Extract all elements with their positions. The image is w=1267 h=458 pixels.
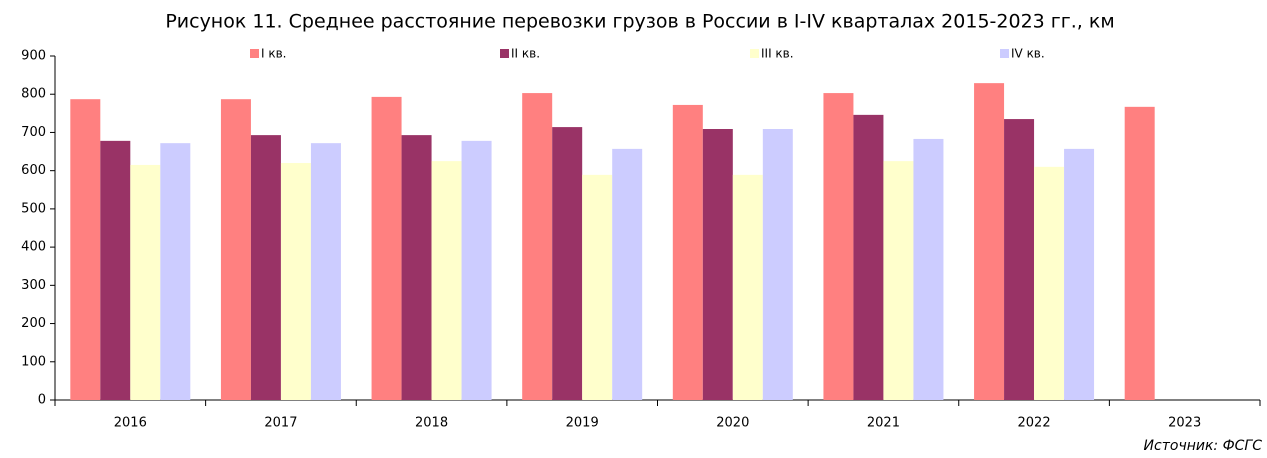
bar (762, 129, 793, 400)
bar (1004, 119, 1035, 401)
bar (1034, 166, 1065, 400)
legend-swatch (750, 49, 759, 58)
x-tick-label: 2017 (264, 416, 297, 431)
bar (401, 135, 432, 400)
bar (672, 104, 703, 401)
bar (853, 114, 884, 401)
bar (160, 143, 191, 400)
legend-swatch (1000, 49, 1009, 58)
bar (883, 161, 914, 400)
x-tick-label: 2018 (415, 416, 448, 431)
y-tick-label: 200 (21, 316, 46, 331)
legend-label: I кв. (261, 47, 287, 61)
bar (732, 174, 763, 400)
bar (130, 164, 161, 400)
bar (823, 93, 854, 400)
y-tick-label: 800 (21, 87, 46, 102)
bar (100, 140, 131, 400)
x-tick-label: 2022 (1018, 416, 1051, 431)
x-tick-label: 2016 (114, 416, 147, 431)
y-tick-label: 900 (21, 49, 46, 64)
bar (310, 143, 341, 400)
x-tick-label: 2021 (867, 416, 900, 431)
bar (1064, 148, 1095, 400)
bar (612, 148, 643, 400)
bar (522, 93, 553, 400)
legend-label: II кв. (511, 47, 540, 61)
y-tick-label: 300 (21, 278, 46, 293)
bar (702, 129, 733, 400)
y-tick-label: 600 (21, 163, 46, 178)
bar (913, 138, 944, 401)
source: Источник: ФСГС (1144, 438, 1263, 454)
x-tick-label: 2019 (566, 416, 599, 431)
bar (552, 127, 583, 401)
y-tick-label: 400 (21, 240, 46, 255)
bar (371, 96, 402, 401)
x-tick-label: 2023 (1168, 416, 1201, 431)
legend-label: III кв. (761, 47, 794, 61)
bar (974, 83, 1005, 400)
bar (582, 174, 613, 400)
bar (461, 140, 492, 400)
chart-title: Рисунок 11. Среднее расстояние перевозки… (165, 11, 1114, 33)
x-tick-label: 2020 (716, 416, 749, 431)
y-tick-label: 0 (38, 393, 46, 408)
bar (220, 99, 251, 401)
y-tick-label: 700 (21, 125, 46, 140)
y-tick-label: 500 (21, 201, 46, 216)
bar (1124, 106, 1155, 400)
y-tick-label: 100 (21, 354, 46, 369)
legend-label: IV кв. (1011, 47, 1045, 61)
bar (431, 161, 462, 400)
legend-swatch (500, 49, 509, 58)
legend-swatch (250, 49, 259, 58)
bar (280, 163, 311, 400)
bar (70, 99, 101, 401)
bar (250, 135, 281, 400)
